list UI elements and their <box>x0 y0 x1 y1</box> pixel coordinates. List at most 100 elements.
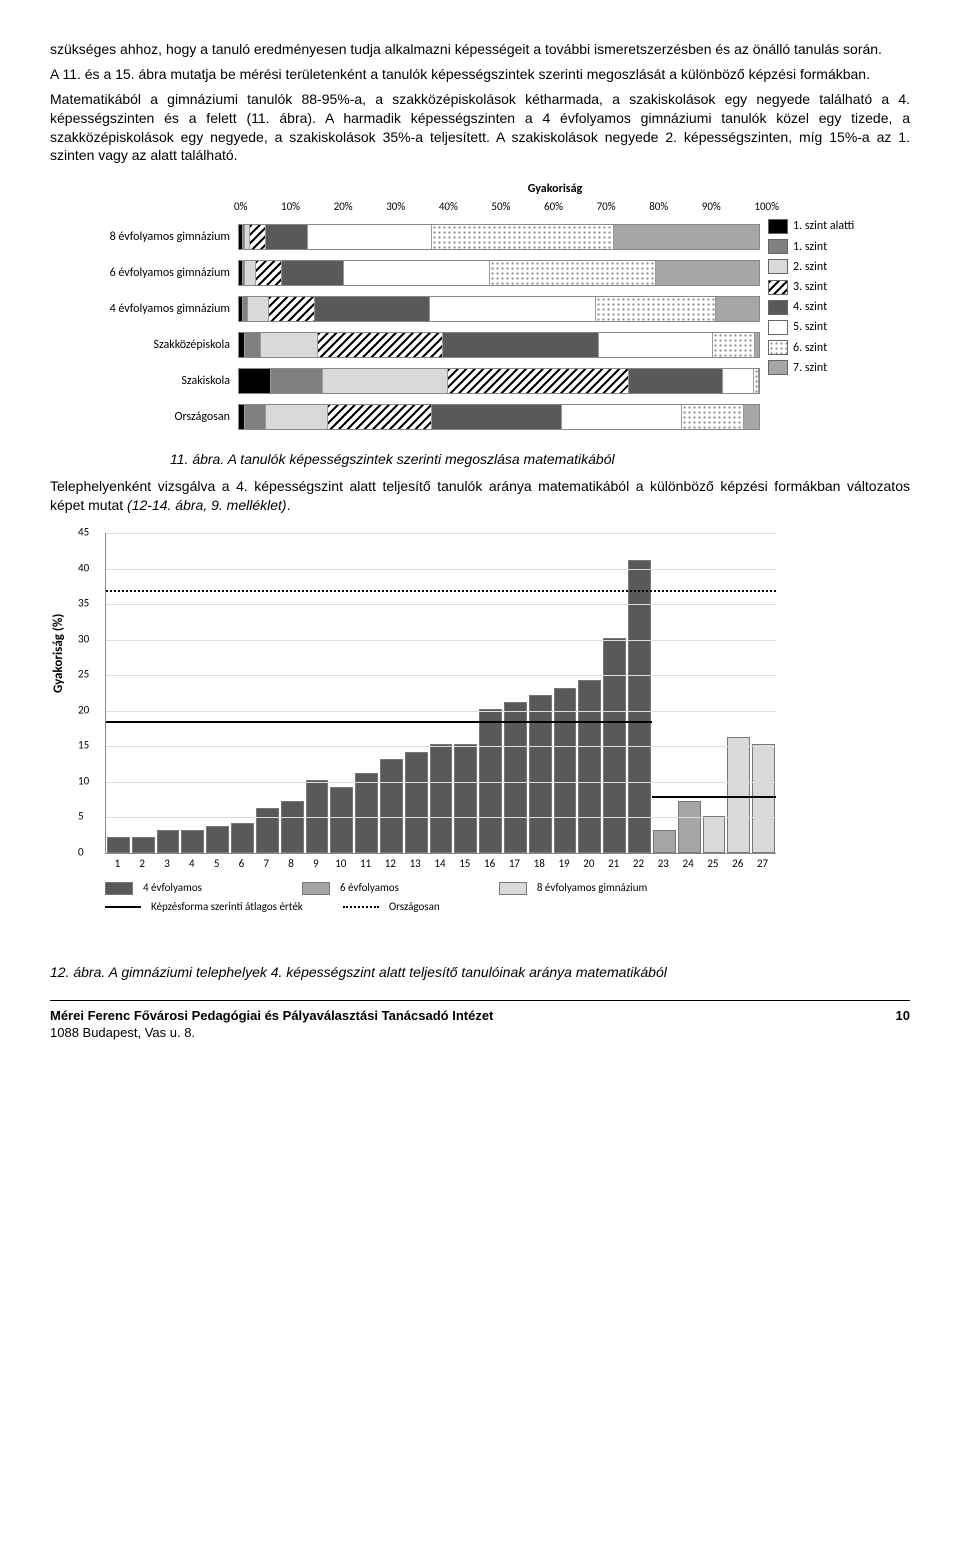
bar-row: 6 évfolyamos gimnázium <box>50 260 760 286</box>
stacked-bar <box>238 404 760 430</box>
column-bar <box>454 744 477 853</box>
legend-swatch <box>768 360 788 375</box>
category-label: 6 évfolyamos gimnázium <box>50 265 238 281</box>
group-avg-line <box>652 796 702 798</box>
legend-swatch <box>768 320 788 335</box>
bar-row: 4 évfolyamos gimnázium <box>50 296 760 322</box>
bar-segment <box>655 261 759 285</box>
column-bar <box>504 702 527 853</box>
column-bar <box>727 737 750 853</box>
column-bar <box>206 826 229 853</box>
bar-segment <box>442 333 598 357</box>
legend-label: 8 évfolyamos gimnázium <box>537 881 647 896</box>
legend-label: 1. szint <box>793 239 827 255</box>
footer-address: 1088 Budapest, Vas u. 8. <box>50 1024 493 1042</box>
bar-segment <box>758 369 759 393</box>
stacked-bar-chart: Gyakoriság 0%10%20%30%40%50%60%70%80%90%… <box>50 181 910 440</box>
bar-segment <box>712 333 754 357</box>
bar-segment <box>265 225 307 249</box>
column-bar <box>405 752 428 854</box>
text: . <box>287 497 291 513</box>
stacked-bar <box>238 296 760 322</box>
category-label: 4 évfolyamos gimnázium <box>50 301 238 317</box>
chart-legend: 4 évfolyamos 6 évfolyamos 8 évfolyamos g… <box>105 881 785 919</box>
legend-label: 2. szint <box>793 259 827 275</box>
bar-segment <box>307 225 432 249</box>
page-number: 10 <box>896 1007 910 1042</box>
bar-segment <box>628 369 721 393</box>
column-chart: Gyakoriság (%) 051015202530354045 123456… <box>50 523 810 953</box>
legend-label: 1. szint alatti <box>793 218 854 234</box>
bar-segment <box>754 333 759 357</box>
x-axis: 0%10%20%30%40%50%60%70%80%90%100% <box>234 200 779 215</box>
plot-area: 051015202530354045 <box>105 533 776 854</box>
legend-label: Országosan <box>389 900 440 915</box>
legend-label: 7. szint <box>793 360 827 376</box>
column-bar <box>703 816 726 854</box>
bar-segment <box>722 369 753 393</box>
bar-segment <box>255 261 281 285</box>
paragraph: Telephelyenként vizsgálva a 4. képességs… <box>50 477 910 515</box>
column-bar <box>132 837 155 853</box>
column-bar <box>380 759 403 853</box>
bar-row: 8 évfolyamos gimnázium <box>50 224 760 250</box>
category-label: 8 évfolyamos gimnázium <box>50 229 238 245</box>
legend-swatch <box>768 280 788 295</box>
bar-segment <box>431 225 613 249</box>
column-bar <box>430 744 453 853</box>
bar-segment <box>743 405 759 429</box>
paragraph: A 11. és a 15. ábra mutatja be mérési te… <box>50 65 910 84</box>
group-avg-line <box>702 796 776 798</box>
legend-swatch <box>499 882 527 895</box>
legend-label: Képzésforma szerinti átlagos érték <box>151 900 303 915</box>
column-bar <box>181 830 204 853</box>
column-bar <box>330 787 353 853</box>
stacked-bar <box>238 224 760 250</box>
group-avg-line <box>106 721 652 723</box>
page-footer: Mérei Ferenc Fővárosi Pedagógiai és Pály… <box>50 1000 910 1042</box>
bar-segment <box>268 297 315 321</box>
legend-swatch <box>768 300 788 315</box>
column-bar <box>653 830 676 853</box>
column-bar <box>256 808 279 853</box>
bar-segment <box>595 297 715 321</box>
bar-segment <box>244 333 260 357</box>
legend-swatch <box>768 340 788 355</box>
bar-segment <box>247 297 268 321</box>
bar-segment <box>715 297 759 321</box>
bar-segment <box>327 405 431 429</box>
column-bar <box>529 695 552 853</box>
legend-label: 4 évfolyamos <box>143 881 202 896</box>
bar-segment <box>343 261 489 285</box>
y-axis-label: Gyakoriság (%) <box>50 614 68 693</box>
category-label: Szakiskola <box>50 373 238 389</box>
column-bar <box>157 830 180 853</box>
category-label: Szakközépiskola <box>50 337 238 353</box>
chart-title: Gyakoriság <box>200 181 910 197</box>
column-bar <box>231 823 254 853</box>
footer-org: Mérei Ferenc Fővárosi Pedagógiai és Pály… <box>50 1008 493 1023</box>
bar-segment <box>281 261 343 285</box>
column-bar <box>678 801 701 853</box>
column-bar <box>107 837 130 853</box>
legend-label: 3. szint <box>793 279 827 295</box>
bars-container <box>106 533 776 853</box>
column-bar <box>578 680 601 853</box>
column-bar <box>603 638 626 853</box>
chart-legend: 1. szint alatti1. szint2. szint3. szint4… <box>768 214 854 380</box>
bar-segment <box>613 225 759 249</box>
bar-row: Szakiskola <box>50 368 760 394</box>
text-italic: (12-14. ábra, 9. melléklet) <box>127 497 287 513</box>
legend-label: 5. szint <box>793 319 827 335</box>
bar-segment <box>314 297 428 321</box>
bar-segment <box>265 405 327 429</box>
bar-segment <box>322 369 447 393</box>
bar-segment <box>239 369 270 393</box>
bar-segment <box>244 261 254 285</box>
stacked-bar <box>238 368 760 394</box>
legend-swatch <box>768 239 788 254</box>
category-label: Országosan <box>50 409 238 425</box>
bar-segment <box>260 333 317 357</box>
legend-swatch <box>768 259 788 274</box>
legend-swatch <box>768 219 788 234</box>
